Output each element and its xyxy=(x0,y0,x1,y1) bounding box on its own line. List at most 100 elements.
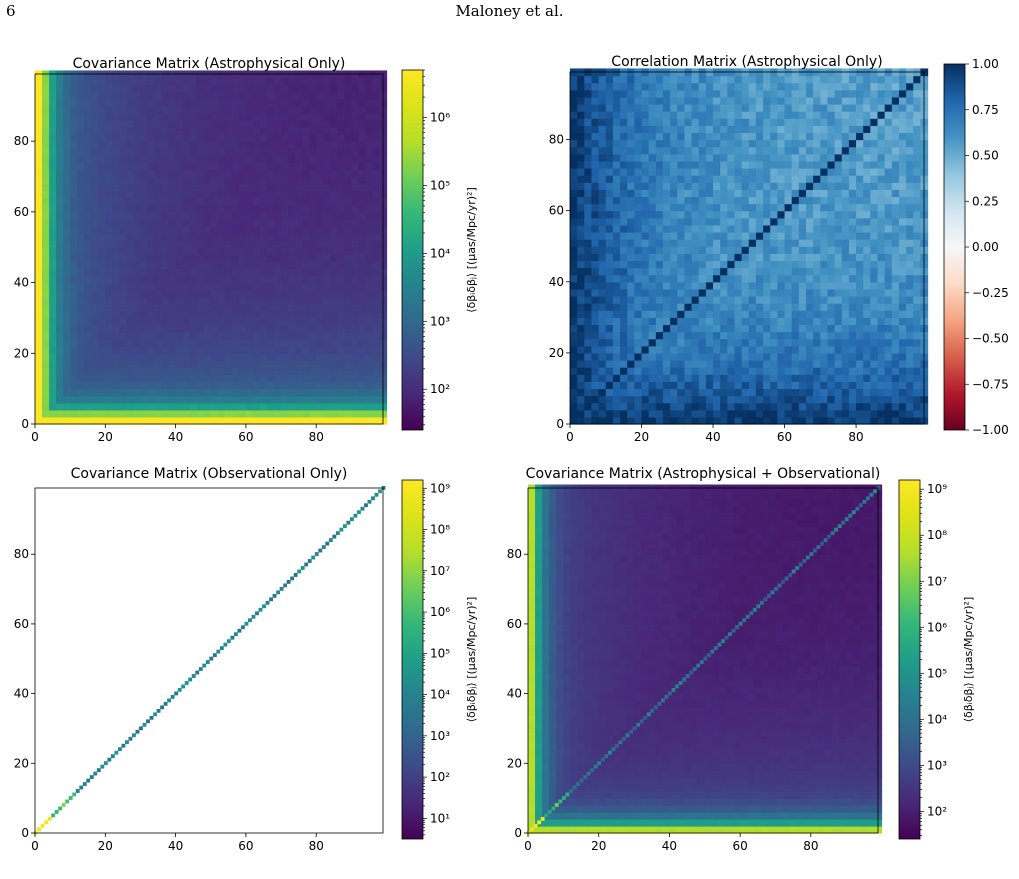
heatmap-cell xyxy=(189,233,198,241)
heatmap-cell xyxy=(154,233,163,241)
heatmap-cell xyxy=(770,210,778,219)
heatmap-cell xyxy=(598,182,607,190)
heatmap-cell xyxy=(267,388,275,397)
heatmap-cell xyxy=(231,374,240,383)
heatmap-cell xyxy=(570,160,578,169)
heatmap-cell xyxy=(898,203,907,212)
heatmap-cell xyxy=(133,240,142,248)
heatmap-cell xyxy=(806,160,814,169)
heatmap-cell xyxy=(648,196,657,205)
heatmap-cell xyxy=(720,331,728,340)
heatmap-cell xyxy=(684,89,693,98)
heatmap-cell xyxy=(648,125,657,134)
heatmap-cell xyxy=(763,381,771,390)
heatmap-cell xyxy=(295,84,303,93)
heatmap-cell xyxy=(91,148,99,156)
heatmap-cell xyxy=(691,324,700,333)
heatmap-cell xyxy=(634,317,643,326)
heatmap-cell xyxy=(112,190,120,199)
heatmap-cell xyxy=(224,360,233,369)
heatmap-cell xyxy=(105,134,113,142)
heatmap-cell xyxy=(84,141,92,149)
heatmap-cell xyxy=(755,416,764,425)
heatmap-cell xyxy=(84,77,92,86)
heatmap-cell xyxy=(252,155,261,163)
heatmap-cell xyxy=(720,338,728,347)
heatmap-cell xyxy=(605,111,614,119)
heatmap-cell xyxy=(77,317,85,326)
heatmap-cell xyxy=(217,226,226,234)
heatmap-cell xyxy=(147,395,156,404)
heatmap-cell xyxy=(813,345,821,354)
heatmap-cell xyxy=(281,325,289,333)
heatmap-cell xyxy=(175,169,184,178)
heatmap-cell xyxy=(612,388,621,397)
heatmap-cell xyxy=(827,374,836,382)
heatmap-cell xyxy=(267,416,275,425)
heatmap-cell xyxy=(112,317,120,326)
heatmap-cell xyxy=(288,240,296,248)
heatmap-cell xyxy=(210,332,219,340)
heatmap-cell xyxy=(196,261,205,270)
heatmap-cell xyxy=(677,139,686,148)
heatmap-cell xyxy=(570,210,578,219)
heatmap-cell xyxy=(274,98,282,107)
heatmap-cell xyxy=(274,289,282,298)
heatmap-cell xyxy=(154,141,163,149)
heatmap-cell xyxy=(217,353,226,361)
heatmap-cell xyxy=(705,303,714,311)
heatmap-cell xyxy=(655,217,664,226)
heatmap-cell xyxy=(877,111,886,119)
heatmap-cell xyxy=(770,217,778,226)
heatmap-cell xyxy=(140,197,149,206)
heatmap-cell xyxy=(175,141,184,149)
heatmap-cell xyxy=(203,91,212,100)
heatmap-cell xyxy=(755,139,764,148)
heatmap-cell xyxy=(662,267,671,276)
heatmap-cell xyxy=(238,289,247,298)
heatmap-cell xyxy=(641,96,650,105)
heatmap-cell xyxy=(252,402,261,411)
heatmap-cell xyxy=(841,118,850,126)
heatmap-cell xyxy=(49,374,57,383)
heatmap-cell xyxy=(309,339,317,347)
heatmap-cell xyxy=(267,176,275,185)
heatmap-cell xyxy=(877,132,886,141)
heatmap-cell xyxy=(231,226,240,234)
heatmap-cell xyxy=(295,148,303,156)
heatmap-cell xyxy=(691,118,700,126)
x-tick-label: 60 xyxy=(238,430,253,444)
heatmap-cell xyxy=(91,226,99,234)
heatmap-cell xyxy=(351,310,359,319)
heatmap-cell xyxy=(309,247,317,255)
heatmap-cell xyxy=(358,268,367,277)
heatmap-cell xyxy=(741,239,750,247)
heatmap-cell xyxy=(203,197,212,206)
heatmap-cell xyxy=(906,267,914,276)
heatmap-cell xyxy=(84,155,92,163)
heatmap-cell xyxy=(63,134,71,142)
heatmap-cell xyxy=(591,125,600,134)
heatmap-cell xyxy=(133,247,142,255)
heatmap-cell xyxy=(705,89,714,98)
heatmap-cell xyxy=(877,374,886,382)
heatmap-cell xyxy=(245,91,254,100)
heatmap-cell xyxy=(848,395,857,404)
heatmap-cell xyxy=(870,182,879,190)
heatmap-cell xyxy=(870,239,879,247)
heatmap-cell xyxy=(770,168,778,176)
heatmap-cell xyxy=(372,134,381,142)
heatmap-cell xyxy=(70,360,78,369)
heatmap-cell xyxy=(834,409,843,418)
heatmap-cell xyxy=(720,168,728,176)
heatmap-cell xyxy=(84,402,92,411)
heatmap-cell xyxy=(344,346,352,354)
heatmap-cell xyxy=(791,388,800,397)
heatmap-cell xyxy=(898,381,907,390)
heatmap-cell xyxy=(295,296,303,305)
heatmap-cell xyxy=(63,127,71,135)
heatmap-cell xyxy=(203,176,212,185)
heatmap-cell xyxy=(288,148,296,156)
heatmap-cell xyxy=(98,388,106,397)
heatmap-cell xyxy=(713,232,721,240)
